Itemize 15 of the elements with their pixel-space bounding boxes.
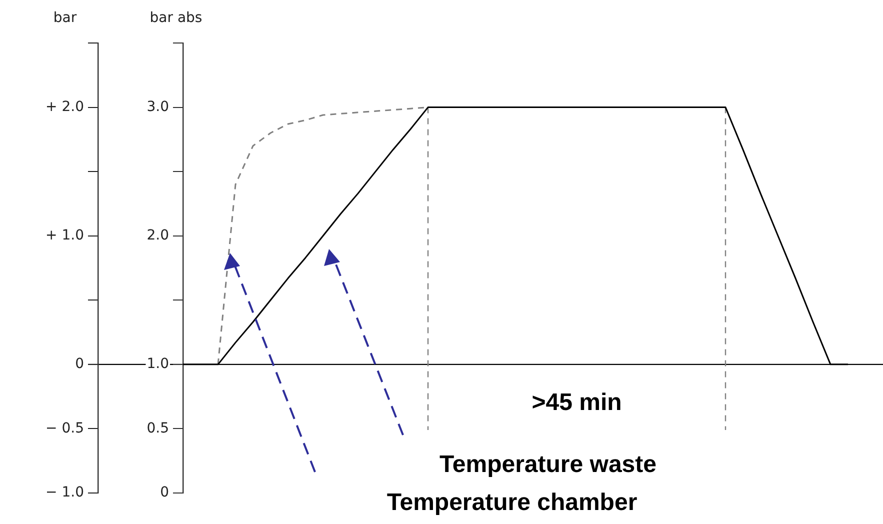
y-axis-title: bar	[53, 10, 77, 26]
y-tick-label: − 0.5	[46, 420, 84, 436]
y2-tick-label: 2.0	[146, 228, 169, 244]
annotation: Temperature waste	[440, 451, 656, 478]
y-tick-label: + 1.0	[46, 228, 84, 244]
y2-tick-label: 0.5	[146, 420, 169, 436]
annotation: Temperature chamber	[386, 489, 638, 516]
y2-tick-label: 0	[160, 484, 169, 501]
annotation: >45 min	[532, 389, 622, 416]
y-tick-label: − 1.0	[46, 484, 84, 501]
y2-axis-title: bar abs	[150, 10, 202, 26]
y-tick-label: + 2.0	[46, 98, 84, 115]
y2-tick-label: 1.0	[146, 356, 169, 372]
y2-tick-label: 3.0	[146, 98, 169, 115]
y-tick-label: 0	[75, 356, 84, 372]
